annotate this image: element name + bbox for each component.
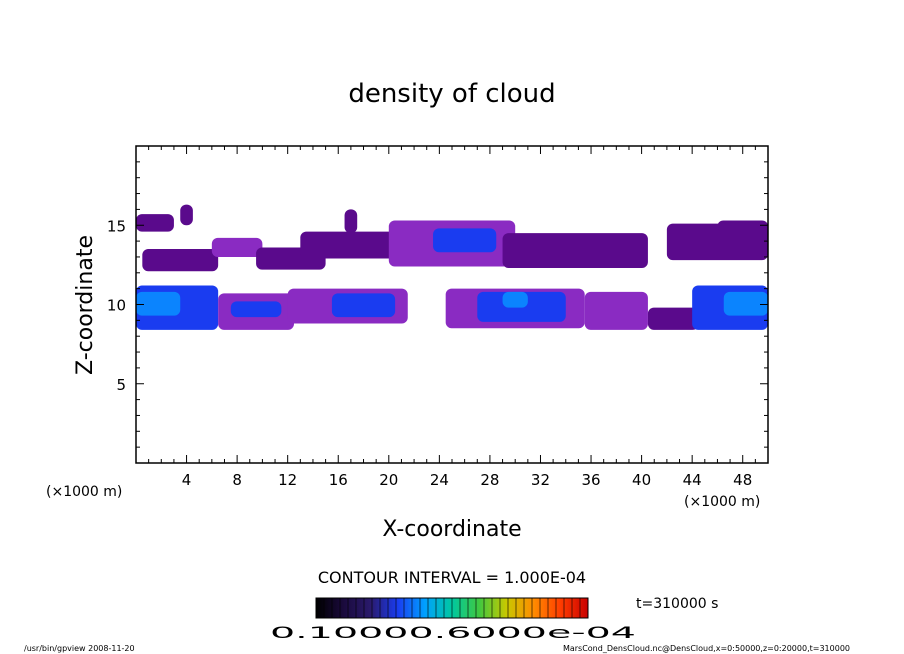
x-tick-label: 36 — [581, 471, 600, 489]
x-tick-label: 20 — [379, 471, 398, 489]
x-tick-label: 44 — [683, 471, 702, 489]
footer-left: /usr/bin/gpview 2008-11-20 — [24, 644, 135, 653]
contour-region-mid — [584, 291, 648, 330]
contour-region-high — [230, 301, 282, 318]
x-tick-label: 4 — [182, 471, 192, 489]
time-label: t=310000 s — [636, 596, 718, 612]
contour-region-low — [717, 220, 768, 232]
contour-region-low — [647, 307, 699, 330]
x-tick-label: 48 — [733, 471, 752, 489]
contour-region-low — [142, 249, 219, 272]
contour-region-peak — [502, 291, 528, 308]
x-tick-label: 32 — [531, 471, 550, 489]
colorbar-stripes — [323, 598, 581, 618]
y-tick-labels: 5 10 15 — [107, 217, 126, 394]
contour-region-mid — [211, 237, 263, 257]
contour-interval-label: CONTOUR INTERVAL = 1.000E-04 — [318, 568, 586, 587]
x-tick-label: 28 — [480, 471, 499, 489]
x-tick-label: 24 — [430, 471, 449, 489]
x-tick-label: 12 — [278, 471, 297, 489]
y-tick-label: 10 — [107, 297, 126, 315]
contour-region-low — [666, 223, 768, 261]
x-tick-label: 40 — [632, 471, 651, 489]
x-tick-label: 8 — [232, 471, 242, 489]
chart-title: density of cloud — [348, 79, 555, 109]
x-axis-label: X-coordinate — [382, 517, 521, 542]
x-tick-label: 16 — [329, 471, 348, 489]
y-axis-label: Z-coordinate — [73, 235, 98, 375]
contour-region-low — [136, 214, 174, 232]
footer-right: MarsCond_DensCloud.nc@DensCloud,x=0:5000… — [563, 644, 850, 653]
axis-ticks — [136, 146, 768, 463]
contour-region-peak — [136, 291, 181, 316]
contour-region-low — [180, 204, 193, 226]
contour-region-peak — [723, 291, 768, 316]
contour-region-high — [331, 293, 396, 318]
contour-region-high — [433, 228, 497, 253]
x-unit-right: (×1000 m) — [684, 494, 760, 510]
x-unit-left: (×1000 m) — [46, 484, 122, 500]
y-tick-label: 5 — [116, 376, 126, 394]
contour-region-low — [344, 209, 358, 234]
y-tick-label: 15 — [107, 217, 126, 235]
contour-regions — [136, 204, 768, 330]
colorbar-tick-labels: 0.10000.6000e-04 — [270, 623, 636, 642]
contour-region-low — [502, 233, 648, 269]
contour-region-low — [300, 231, 402, 259]
x-tick-labels: 4 8 12 16 20 24 28 32 36 40 44 48 — [182, 471, 752, 489]
